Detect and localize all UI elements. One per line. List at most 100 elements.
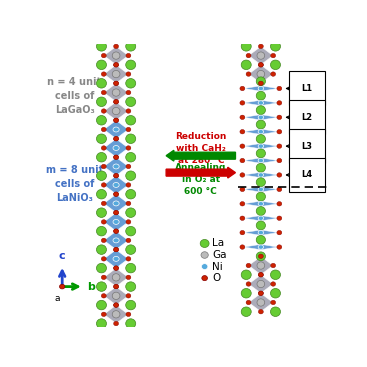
- Ellipse shape: [126, 109, 131, 113]
- Ellipse shape: [240, 173, 245, 177]
- Ellipse shape: [97, 226, 106, 236]
- Ellipse shape: [200, 239, 209, 247]
- Ellipse shape: [112, 108, 120, 115]
- Polygon shape: [244, 158, 278, 163]
- Ellipse shape: [277, 130, 282, 134]
- Ellipse shape: [97, 319, 106, 328]
- Ellipse shape: [270, 270, 280, 280]
- Ellipse shape: [246, 72, 251, 76]
- Ellipse shape: [277, 144, 282, 148]
- Text: a: a: [55, 294, 60, 302]
- Ellipse shape: [258, 44, 263, 48]
- Ellipse shape: [126, 275, 131, 280]
- Ellipse shape: [97, 60, 106, 70]
- Ellipse shape: [258, 309, 263, 314]
- Polygon shape: [244, 230, 278, 235]
- Polygon shape: [244, 86, 278, 91]
- Ellipse shape: [97, 282, 106, 291]
- Ellipse shape: [114, 210, 119, 215]
- Ellipse shape: [246, 53, 251, 58]
- Polygon shape: [244, 115, 278, 120]
- Polygon shape: [244, 100, 278, 106]
- Ellipse shape: [256, 149, 265, 158]
- Ellipse shape: [241, 41, 251, 51]
- Text: n = 4 unit
cells of
LaGaO₃: n = 4 unit cells of LaGaO₃: [47, 77, 102, 115]
- Text: b: b: [88, 281, 95, 292]
- Ellipse shape: [114, 44, 119, 48]
- FancyArrow shape: [166, 167, 236, 178]
- Ellipse shape: [97, 152, 106, 162]
- Ellipse shape: [114, 137, 119, 141]
- Text: Reduction
with CaH₂
at 280 °C: Reduction with CaH₂ at 280 °C: [175, 132, 226, 165]
- Ellipse shape: [240, 216, 245, 221]
- Polygon shape: [104, 176, 128, 194]
- Ellipse shape: [114, 303, 119, 307]
- Ellipse shape: [126, 264, 136, 273]
- Ellipse shape: [114, 174, 119, 178]
- Ellipse shape: [112, 292, 120, 299]
- Polygon shape: [244, 244, 278, 250]
- Ellipse shape: [256, 236, 265, 244]
- Ellipse shape: [258, 63, 263, 67]
- Ellipse shape: [101, 183, 106, 187]
- Ellipse shape: [258, 254, 263, 258]
- Ellipse shape: [114, 266, 119, 270]
- Text: La: La: [212, 239, 225, 248]
- Ellipse shape: [114, 192, 119, 196]
- Text: m = 8 unit
cells of
LaNiO₃: m = 8 unit cells of LaNiO₃: [46, 165, 103, 203]
- FancyArrow shape: [166, 150, 236, 161]
- Ellipse shape: [112, 274, 120, 281]
- Ellipse shape: [258, 291, 263, 295]
- Polygon shape: [244, 143, 278, 149]
- Ellipse shape: [277, 86, 282, 91]
- Ellipse shape: [114, 63, 119, 67]
- Ellipse shape: [258, 230, 264, 235]
- Ellipse shape: [271, 282, 276, 286]
- Ellipse shape: [277, 245, 282, 249]
- Ellipse shape: [114, 210, 119, 215]
- Ellipse shape: [240, 230, 245, 235]
- Polygon shape: [104, 287, 128, 305]
- Ellipse shape: [126, 72, 131, 76]
- Ellipse shape: [97, 41, 106, 51]
- Ellipse shape: [101, 146, 106, 150]
- Ellipse shape: [256, 77, 265, 86]
- Ellipse shape: [114, 247, 119, 252]
- Ellipse shape: [240, 130, 245, 134]
- Polygon shape: [244, 215, 278, 221]
- Ellipse shape: [101, 72, 106, 76]
- Ellipse shape: [101, 201, 106, 206]
- Ellipse shape: [126, 97, 136, 106]
- Text: L1: L1: [301, 84, 313, 93]
- Ellipse shape: [257, 299, 265, 306]
- Ellipse shape: [97, 97, 106, 106]
- Ellipse shape: [258, 216, 264, 220]
- Ellipse shape: [101, 257, 106, 261]
- Ellipse shape: [97, 264, 106, 273]
- Ellipse shape: [126, 146, 131, 150]
- Polygon shape: [104, 102, 128, 120]
- Ellipse shape: [277, 230, 282, 235]
- Ellipse shape: [257, 262, 265, 269]
- Ellipse shape: [277, 201, 282, 206]
- Ellipse shape: [241, 288, 251, 298]
- Ellipse shape: [114, 247, 119, 252]
- Ellipse shape: [126, 319, 136, 328]
- Ellipse shape: [240, 144, 245, 148]
- Ellipse shape: [97, 171, 106, 181]
- Ellipse shape: [126, 245, 136, 254]
- Polygon shape: [248, 275, 273, 293]
- Polygon shape: [104, 231, 128, 250]
- Ellipse shape: [257, 52, 265, 59]
- Ellipse shape: [258, 115, 264, 120]
- Text: Annealing
in O₂ at
600 °C: Annealing in O₂ at 600 °C: [175, 163, 226, 196]
- Polygon shape: [248, 46, 273, 65]
- Ellipse shape: [114, 192, 119, 196]
- Ellipse shape: [59, 284, 65, 289]
- Text: c: c: [59, 251, 65, 261]
- Ellipse shape: [277, 115, 282, 120]
- Ellipse shape: [277, 216, 282, 221]
- Ellipse shape: [101, 164, 106, 169]
- Polygon shape: [104, 212, 128, 231]
- Ellipse shape: [277, 101, 282, 105]
